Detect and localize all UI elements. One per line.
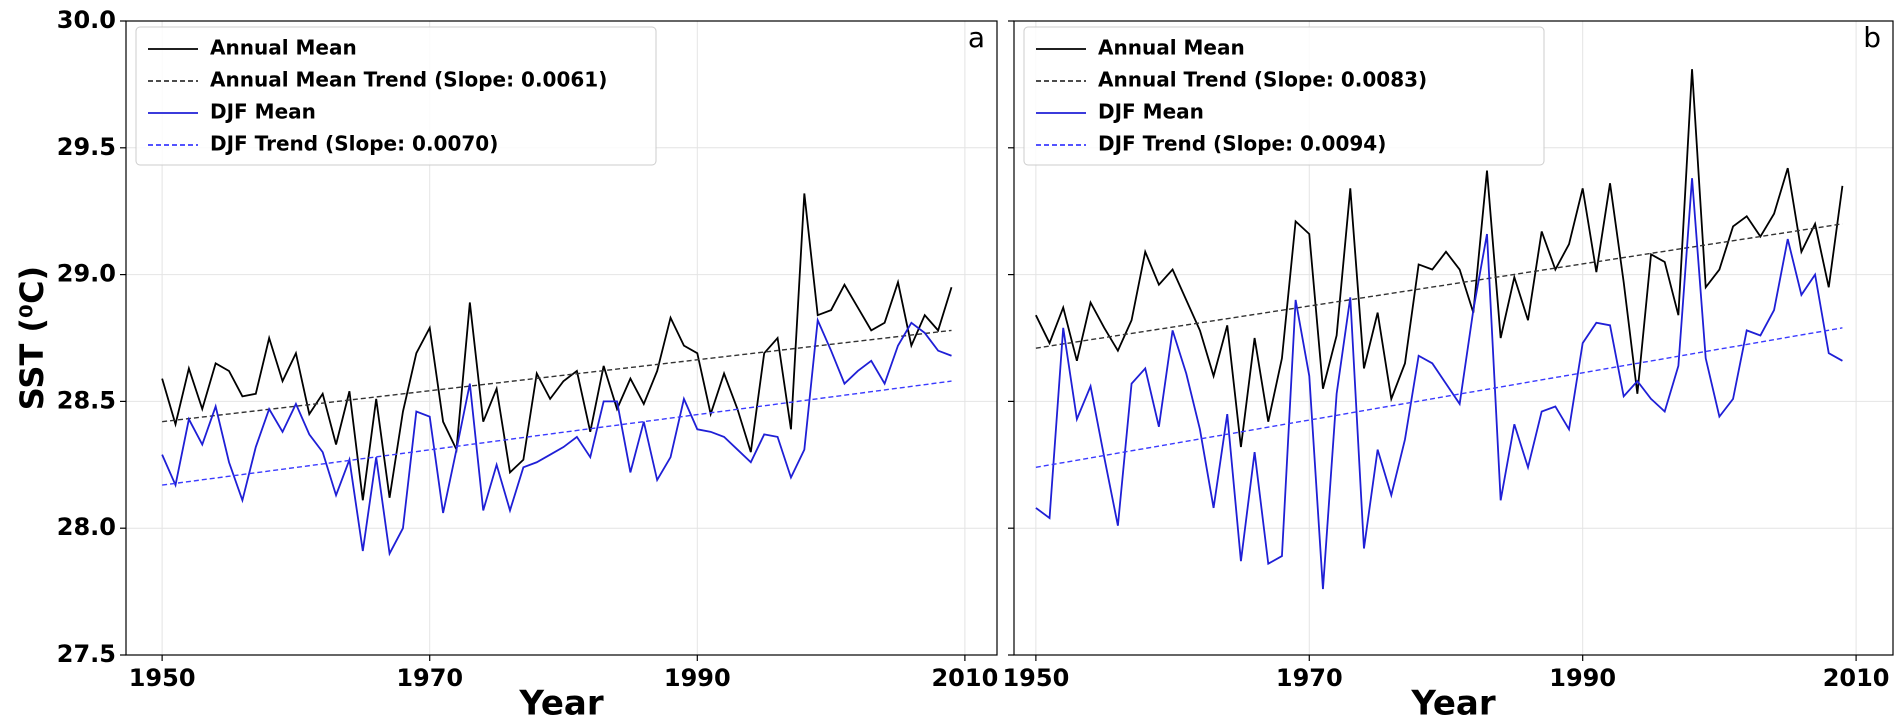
y-tick-label: 29.0 bbox=[57, 260, 116, 288]
legend-label: DJF Mean bbox=[1098, 100, 1204, 124]
legend-label: Annual Mean bbox=[1098, 36, 1245, 60]
x-tick-label: 1970 bbox=[1276, 664, 1343, 692]
data-line bbox=[1035, 69, 1844, 448]
legend-label: DJF Trend (Slope: 0.0070) bbox=[210, 132, 498, 156]
y-tick-label: 28.0 bbox=[57, 513, 116, 541]
x-tick-label: 1990 bbox=[1549, 664, 1616, 692]
x-tick-label: 2010 bbox=[1823, 664, 1890, 692]
data-line bbox=[1035, 178, 1843, 590]
trend-line bbox=[162, 380, 952, 486]
legend-label: Annual Trend (Slope: 0.0083) bbox=[1098, 68, 1427, 92]
y-tick-label: 28.5 bbox=[57, 386, 116, 414]
plot-frame bbox=[1013, 20, 1894, 656]
legend-label: Annual Mean bbox=[210, 36, 357, 60]
x-axis-label: Year bbox=[1410, 684, 1496, 722]
legend-box bbox=[135, 26, 657, 166]
trend-line bbox=[1035, 223, 1843, 349]
data-line bbox=[161, 193, 953, 501]
x-tick-label: 1970 bbox=[396, 664, 463, 692]
y-axis-label: SST (⁰C) bbox=[13, 266, 51, 410]
panel-letter: b bbox=[1863, 21, 1881, 54]
y-tick-label: 29.5 bbox=[57, 133, 116, 161]
x-tick-label: 2010 bbox=[931, 664, 998, 692]
trend-line bbox=[162, 329, 952, 423]
x-tick-label: 1950 bbox=[129, 664, 196, 692]
y-tick-label: 27.5 bbox=[57, 640, 116, 668]
legend-label: Annual Mean Trend (Slope: 0.0061) bbox=[210, 68, 607, 92]
panel-letter: a bbox=[968, 21, 985, 54]
x-axis-label: Year bbox=[518, 684, 604, 722]
x-tick-label: 1950 bbox=[1002, 664, 1069, 692]
legend-label: DJF Trend (Slope: 0.0094) bbox=[1098, 132, 1386, 156]
data-line bbox=[161, 316, 952, 557]
y-tick-label: 30.0 bbox=[57, 6, 116, 34]
trend-line bbox=[1035, 327, 1843, 469]
legend-label: DJF Mean bbox=[210, 100, 316, 124]
plot-frame bbox=[125, 20, 998, 656]
x-tick-label: 1990 bbox=[664, 664, 731, 692]
legend-box bbox=[1023, 26, 1545, 166]
